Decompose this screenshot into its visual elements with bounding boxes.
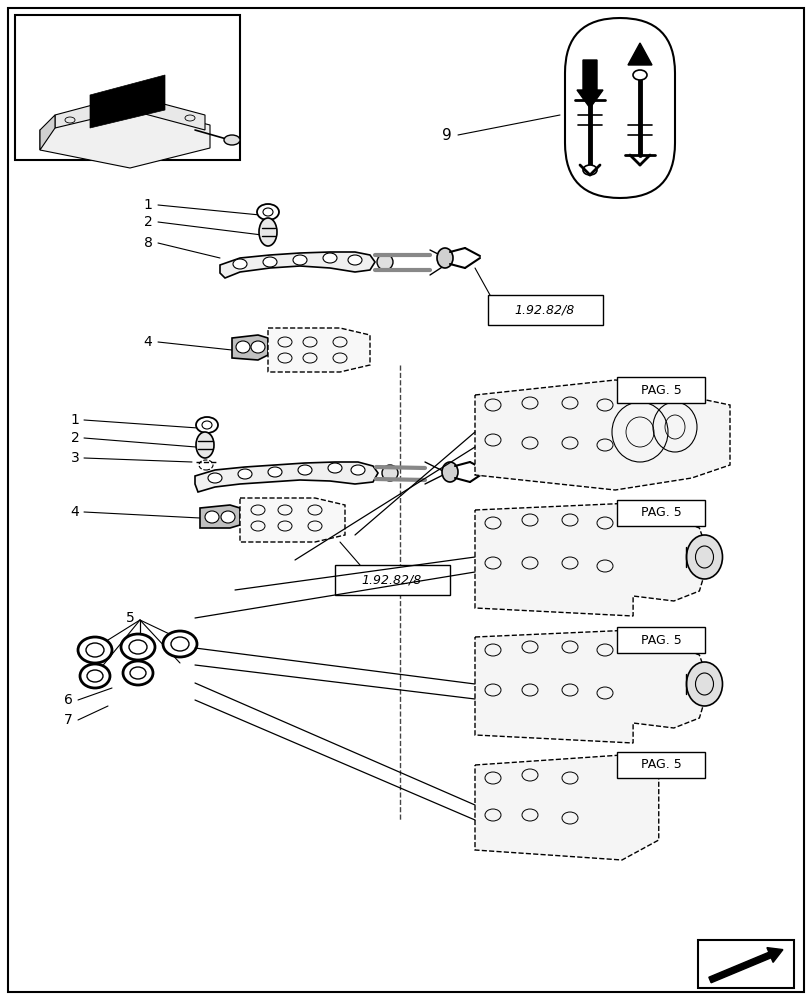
Ellipse shape bbox=[163, 631, 197, 657]
Ellipse shape bbox=[171, 637, 189, 651]
Text: 2: 2 bbox=[71, 431, 79, 445]
Ellipse shape bbox=[685, 662, 722, 706]
Polygon shape bbox=[55, 95, 204, 130]
Ellipse shape bbox=[224, 135, 240, 145]
Polygon shape bbox=[240, 498, 345, 542]
Ellipse shape bbox=[121, 634, 155, 660]
Ellipse shape bbox=[129, 640, 147, 654]
Ellipse shape bbox=[381, 465, 397, 481]
Text: 1: 1 bbox=[71, 413, 79, 427]
Ellipse shape bbox=[204, 511, 219, 523]
Ellipse shape bbox=[436, 248, 453, 268]
Text: PAG. 5: PAG. 5 bbox=[640, 383, 680, 396]
Ellipse shape bbox=[633, 70, 646, 80]
Ellipse shape bbox=[263, 208, 272, 216]
Ellipse shape bbox=[328, 463, 341, 473]
Text: 3: 3 bbox=[71, 451, 79, 465]
Ellipse shape bbox=[87, 670, 103, 682]
Bar bbox=[616, 500, 704, 526]
Ellipse shape bbox=[195, 432, 214, 458]
Text: 4: 4 bbox=[71, 505, 79, 519]
Bar bbox=[616, 627, 704, 653]
Bar bbox=[487, 295, 603, 325]
Ellipse shape bbox=[202, 421, 212, 429]
Text: 1.92.82/8: 1.92.82/8 bbox=[362, 574, 422, 586]
Text: 4: 4 bbox=[144, 335, 152, 349]
Polygon shape bbox=[474, 380, 729, 490]
FancyBboxPatch shape bbox=[564, 18, 674, 198]
Ellipse shape bbox=[233, 259, 247, 269]
Ellipse shape bbox=[263, 257, 277, 267]
Ellipse shape bbox=[348, 255, 362, 265]
FancyArrow shape bbox=[577, 60, 603, 108]
Ellipse shape bbox=[293, 255, 307, 265]
Ellipse shape bbox=[376, 254, 393, 270]
Ellipse shape bbox=[268, 467, 281, 477]
Polygon shape bbox=[40, 115, 55, 150]
Polygon shape bbox=[474, 503, 709, 616]
Ellipse shape bbox=[221, 511, 234, 523]
Polygon shape bbox=[474, 630, 709, 743]
Polygon shape bbox=[232, 335, 268, 360]
Ellipse shape bbox=[238, 469, 251, 479]
Polygon shape bbox=[200, 505, 240, 528]
Bar bbox=[697, 940, 793, 988]
Text: PAG. 5: PAG. 5 bbox=[640, 506, 680, 520]
Bar bbox=[15, 15, 240, 160]
Ellipse shape bbox=[259, 218, 277, 246]
Text: PAG. 5: PAG. 5 bbox=[640, 634, 680, 646]
Text: 1: 1 bbox=[144, 198, 152, 212]
Bar bbox=[616, 752, 704, 778]
Ellipse shape bbox=[130, 667, 146, 679]
Ellipse shape bbox=[86, 643, 104, 657]
Text: 1.92.82/8: 1.92.82/8 bbox=[514, 304, 574, 316]
Text: 9: 9 bbox=[441, 128, 451, 143]
Polygon shape bbox=[268, 328, 370, 372]
Ellipse shape bbox=[236, 341, 250, 353]
Ellipse shape bbox=[582, 165, 596, 175]
Text: 2: 2 bbox=[144, 215, 152, 229]
Ellipse shape bbox=[685, 535, 722, 579]
Polygon shape bbox=[90, 75, 165, 128]
Text: 8: 8 bbox=[144, 236, 152, 250]
Bar bbox=[616, 377, 704, 403]
Polygon shape bbox=[474, 755, 658, 860]
Ellipse shape bbox=[257, 204, 279, 220]
Polygon shape bbox=[40, 105, 210, 168]
Bar bbox=[335, 565, 449, 595]
Polygon shape bbox=[220, 252, 375, 278]
Ellipse shape bbox=[441, 462, 457, 482]
Polygon shape bbox=[195, 462, 378, 492]
Polygon shape bbox=[627, 43, 651, 65]
Ellipse shape bbox=[195, 417, 217, 433]
Text: 5: 5 bbox=[126, 611, 134, 625]
Ellipse shape bbox=[122, 661, 152, 685]
Text: 7: 7 bbox=[63, 713, 72, 727]
FancyArrow shape bbox=[708, 948, 782, 983]
Ellipse shape bbox=[80, 664, 109, 688]
Text: PAG. 5: PAG. 5 bbox=[640, 758, 680, 772]
Ellipse shape bbox=[323, 253, 337, 263]
Ellipse shape bbox=[298, 465, 311, 475]
Ellipse shape bbox=[78, 637, 112, 663]
Text: 6: 6 bbox=[63, 693, 72, 707]
Ellipse shape bbox=[350, 465, 365, 475]
Ellipse shape bbox=[208, 473, 221, 483]
Ellipse shape bbox=[251, 341, 264, 353]
